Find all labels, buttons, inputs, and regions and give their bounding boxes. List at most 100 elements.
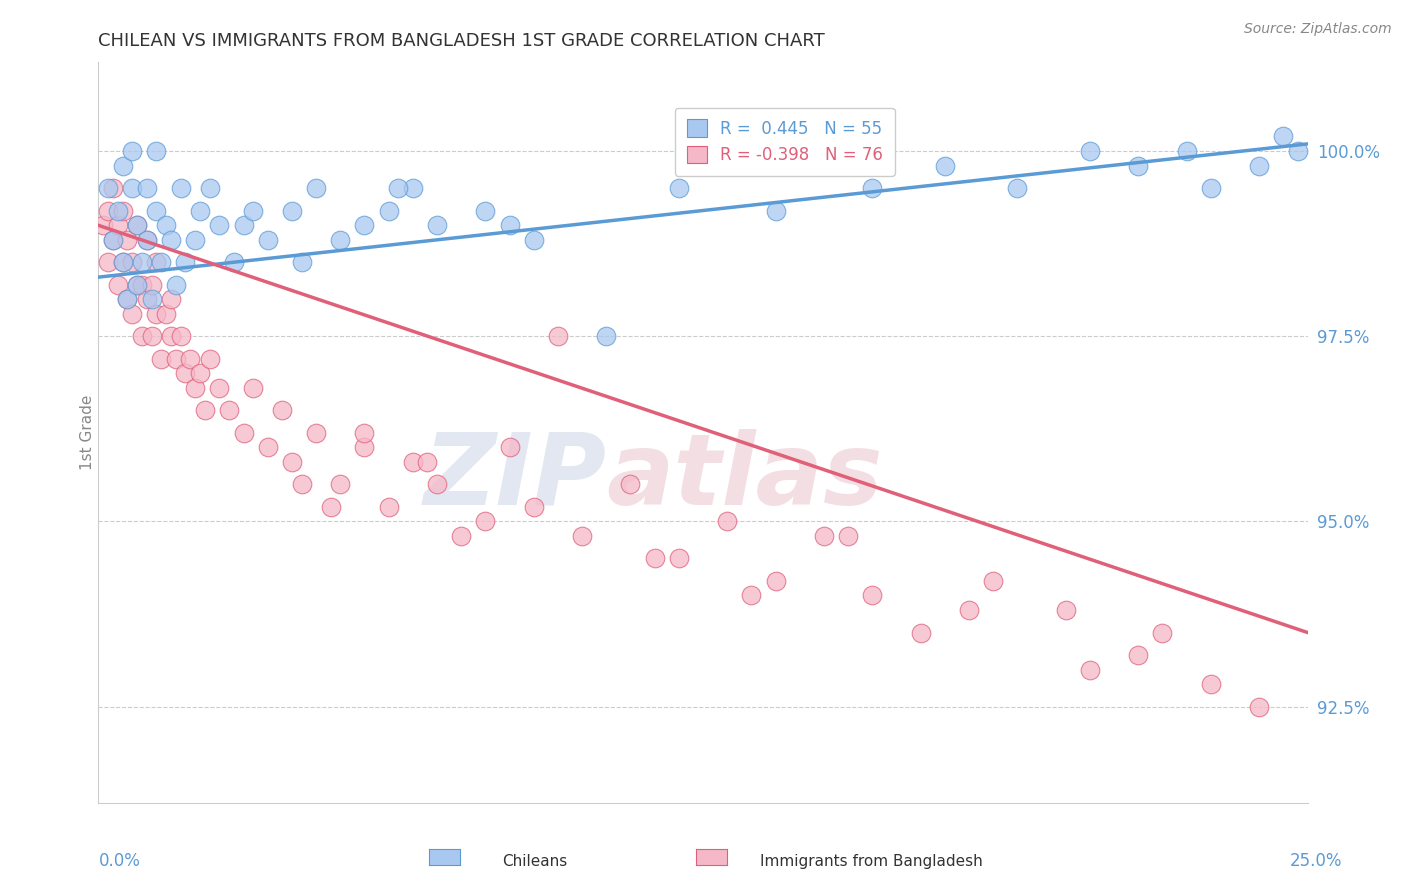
Point [1175,145,1198,159]
Point [1007,181,1029,195]
Point [160,233,183,247]
Point [256,233,278,247]
Point [208,381,231,395]
Point [222,255,245,269]
Point [107,219,129,233]
Point [353,219,375,233]
Point [957,603,980,617]
Point [571,529,593,543]
Point [165,277,187,292]
Point [155,219,177,233]
Point [595,329,617,343]
Point [135,293,157,307]
Point [111,255,134,269]
Point [101,233,124,247]
Point [97,203,120,218]
Point [305,181,328,195]
Point [981,574,1004,588]
Point [1078,663,1101,677]
Point [860,181,883,195]
Text: Source: ZipAtlas.com: Source: ZipAtlas.com [1244,22,1392,37]
Point [127,277,149,292]
Point [416,455,439,469]
Point [290,255,312,269]
Point [242,381,264,395]
Point [281,455,304,469]
Point [1249,159,1271,173]
Point [271,403,294,417]
Text: ZIP: ZIP [423,428,606,525]
Text: CHILEAN VS IMMIGRANTS FROM BANGLADESH 1ST GRADE CORRELATION CHART: CHILEAN VS IMMIGRANTS FROM BANGLADESH 1S… [98,32,825,50]
Point [1199,677,1222,691]
Point [837,529,859,543]
Point [145,145,167,159]
Point [121,255,143,269]
Point [1128,648,1150,662]
Point [498,219,520,233]
Text: Chileans: Chileans [502,854,567,869]
Point [1054,603,1077,617]
Point [426,219,449,233]
Point [740,589,762,603]
Point [387,181,409,195]
Point [141,329,163,343]
Point [353,441,375,455]
Point [619,477,641,491]
Legend: R =  0.445   N = 55, R = -0.398   N = 76: R = 0.445 N = 55, R = -0.398 N = 76 [675,108,894,176]
Point [184,233,207,247]
Point [716,515,738,529]
Point [179,351,201,366]
Y-axis label: 1st Grade: 1st Grade [80,395,94,470]
Point [135,233,157,247]
Point [135,181,157,195]
Point [547,329,569,343]
Point [169,329,191,343]
Point [150,351,173,366]
Point [813,529,835,543]
Point [765,203,787,218]
Point [160,329,183,343]
Point [188,367,211,381]
Point [242,203,264,218]
Text: 25.0%: 25.0% [1291,852,1343,870]
Point [111,255,134,269]
Point [1272,129,1295,144]
Point [644,551,666,566]
Point [97,181,120,195]
Point [117,233,139,247]
Point [145,307,167,321]
Point [131,255,153,269]
Point [184,381,207,395]
Point [127,219,149,233]
Point [765,574,787,588]
Point [498,441,520,455]
Point [117,293,139,307]
Point [208,219,231,233]
Text: Immigrants from Bangladesh: Immigrants from Bangladesh [761,854,983,869]
Point [523,233,546,247]
Point [353,425,375,440]
Point [107,203,129,218]
Point [256,441,278,455]
Point [141,293,163,307]
Point [232,425,254,440]
Point [329,233,352,247]
Point [860,589,883,603]
Point [377,203,399,218]
Point [141,277,163,292]
Point [150,255,173,269]
Point [165,351,187,366]
Point [281,203,304,218]
Point [121,181,143,195]
Point [198,181,221,195]
Point [145,255,167,269]
Point [101,233,124,247]
Point [121,307,143,321]
Point [910,625,932,640]
Point [426,477,449,491]
Point [474,203,496,218]
Point [402,181,425,195]
Point [329,477,352,491]
Point [194,403,217,417]
Point [668,551,690,566]
